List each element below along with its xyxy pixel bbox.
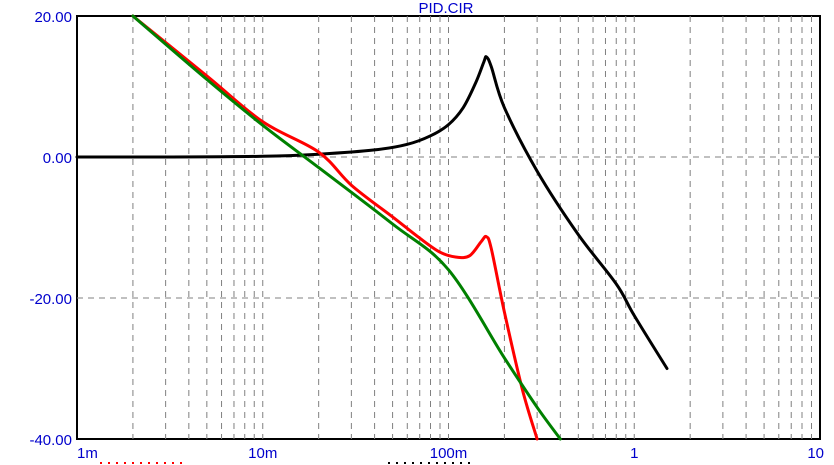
legend-dot [412, 462, 414, 464]
legend-dot [468, 462, 470, 464]
y-tick-label: -40.00 [29, 432, 72, 449]
chart-title: PID.CIR [418, 0, 473, 17]
legend-dot [116, 462, 118, 464]
legend-dot [460, 462, 462, 464]
legend-dot [452, 462, 454, 464]
y-tick-label: 20.00 [34, 9, 72, 26]
legend-dot [420, 462, 422, 464]
series-line-3 [131, 14, 562, 441]
legend-dot [164, 462, 166, 464]
y-tick-label: -20.00 [29, 291, 72, 308]
series-line-1 [75, 55, 669, 370]
legend-dot [148, 462, 150, 464]
x-tick-label: 1 [630, 445, 638, 462]
legend-dot [404, 462, 406, 464]
legend-dot [140, 462, 142, 464]
legend-dot [444, 462, 446, 464]
y-tick-label: 0.00 [43, 150, 72, 167]
x-tick-label: 10m [248, 445, 277, 462]
legend-dot [436, 462, 438, 464]
grid [77, 16, 820, 439]
tick-labels: 20.00 0.00 -20.00 -40.00 1m 10m 100m 1 10 [29, 9, 824, 464]
legend-dot [156, 462, 158, 464]
legend-dot [108, 462, 110, 464]
x-tick-label: 10 [807, 445, 824, 462]
legend-dot [124, 462, 126, 464]
legend-dot [388, 462, 390, 464]
legend-dot [132, 462, 134, 464]
series-line-2 [131, 14, 539, 441]
x-tick-label: 1m [77, 445, 98, 462]
legend-dot [396, 462, 398, 464]
legend-dot [172, 462, 174, 464]
series-layer [75, 14, 669, 441]
legend-dot [180, 462, 182, 464]
legend-dot [100, 462, 102, 464]
x-tick-label: 100m [430, 445, 468, 462]
legend-dot [428, 462, 430, 464]
